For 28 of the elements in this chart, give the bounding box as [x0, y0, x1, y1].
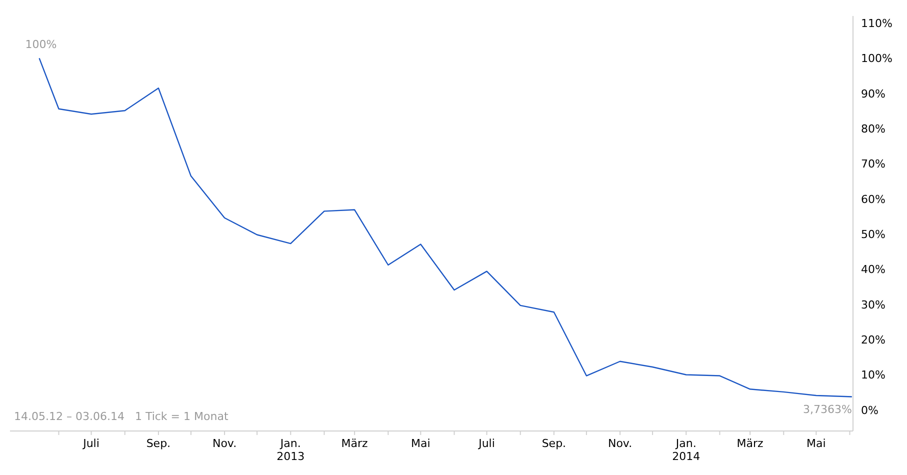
- x-tick-label: Sep.: [542, 437, 566, 450]
- x-tick-label: März: [341, 437, 368, 450]
- annotation: 14.05.12 – 03.06.14 1 Tick = 1 Monat: [14, 410, 228, 423]
- x-tick-label: Mai: [806, 437, 826, 450]
- y-tick-label: 100%: [861, 52, 892, 66]
- x-tick-label: Nov.: [608, 437, 632, 450]
- x-tick-label: Sep.: [146, 437, 171, 450]
- line-series: [38, 58, 853, 398]
- y-tick-label: 70%: [861, 158, 886, 171]
- x-tick-label: Jan. 2013: [276, 437, 305, 463]
- x-tick-label: Nov.: [212, 437, 237, 450]
- y-tick-label: 10%: [861, 368, 886, 382]
- y-tick-label: 80%: [861, 122, 886, 136]
- x-tick-label: Juli: [478, 437, 495, 450]
- y-tick-label: 60%: [861, 192, 886, 206]
- y-tick-label: 0%: [861, 404, 878, 417]
- y-tick-label: 20%: [861, 333, 886, 346]
- y-tick-label: 90%: [861, 87, 886, 100]
- x-tick-label: März: [736, 437, 764, 450]
- y-tick-label: 50%: [861, 228, 886, 241]
- y-tick-label: 30%: [861, 298, 886, 312]
- x-tick-label: Mai: [411, 437, 430, 450]
- x-tick-label: Juli: [82, 437, 100, 450]
- y-tick-label: 40%: [861, 263, 886, 276]
- annotation: 100%: [25, 38, 57, 52]
- x-tick-label: Jan. 2014: [672, 437, 700, 463]
- y-tick-label: 110%: [861, 16, 892, 30]
- annotation: 3,7363%: [802, 402, 852, 416]
